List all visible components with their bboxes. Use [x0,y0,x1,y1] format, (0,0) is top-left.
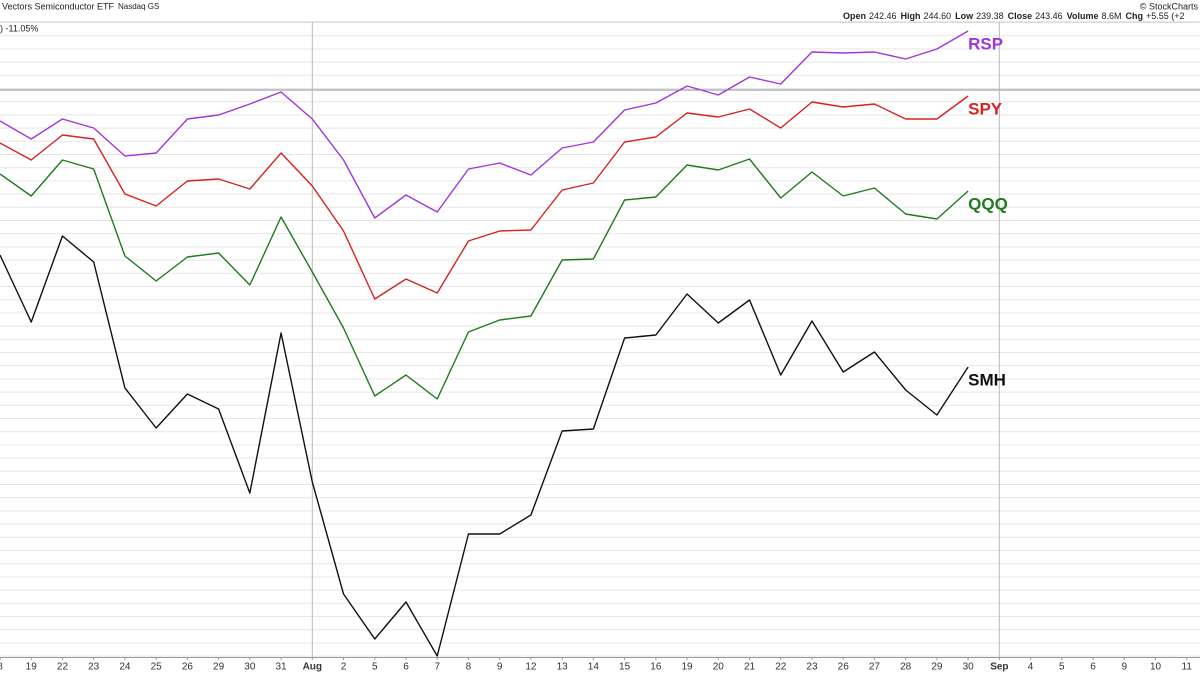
x-tick-label: 7 [434,662,440,673]
x-tick-label: 12 [525,662,537,673]
x-tick-label: 21 [744,662,756,673]
x-tick-label: 10 [1150,662,1162,673]
x-tick-label: 9 [1121,662,1127,673]
source: © StockCharts [1140,1,1199,11]
x-tick-label: 6 [1090,662,1096,673]
x-tick-label: 23 [88,662,100,673]
x-tick-label: 24 [119,662,131,673]
x-tick-label: 30 [244,662,256,673]
x-tick-label: 22 [775,662,787,673]
quote-label: Volume [1067,11,1099,21]
quote-value: 244.60 [924,11,952,21]
x-tick-label: 22 [57,662,69,673]
series-line [0,158,969,400]
quote-label: Low [955,11,974,21]
x-tick-label: 15 [619,662,631,673]
x-tick-label: 26 [182,662,194,673]
series-line [0,30,969,219]
series-label: SMH [968,370,1006,389]
x-tick-label: 4 [1028,662,1034,673]
quote-label: High [901,11,921,21]
x-tick-label: 11 [1182,662,1193,673]
x-tick-label: 9 [497,662,503,673]
x-tick-label: 13 [557,662,569,673]
quote-value: 243.46 [1035,11,1063,21]
x-tick-label: 8 [466,662,472,673]
x-tick-label: 20 [713,662,725,673]
x-tick-label: 31 [276,662,288,673]
x-tick-label: 28 [900,662,912,673]
quote-label: Chg [1126,11,1144,21]
x-tick-label: 30 [963,662,975,673]
quote-label: Close [1008,11,1033,21]
x-tick-label: Sep [990,662,1008,673]
x-tick-label: 6 [403,662,409,673]
x-tick-label: 23 [806,662,818,673]
x-tick-label: 29 [931,662,943,673]
x-tick-label: 25 [151,662,163,673]
x-tick-label: 2 [341,662,347,673]
quote-value: 239.38 [976,11,1004,21]
x-tick-label: 26 [838,662,850,673]
quote-value: 242.46 [869,11,897,21]
series-label: SPY [968,99,1003,118]
x-tick-label: 27 [869,662,881,673]
annotation: ) -11.05% [0,23,38,33]
series-label: RSP [968,34,1003,53]
x-tick-label: 19 [26,662,38,673]
series-label: QQQ [968,194,1008,213]
series-line [0,95,969,300]
grid-pattern [0,22,1200,657]
x-tick-label: 8 [0,662,3,673]
x-tick-label: 14 [588,662,600,673]
quote-value: 8.6M [1102,11,1122,21]
title: Vectors Semiconductor ETF [2,1,115,11]
x-tick-label: Aug [303,662,322,673]
x-tick-label: 29 [213,662,225,673]
quote-value: +5.55 (+2 [1146,11,1185,21]
series-line [0,235,969,657]
quote-label: Open [843,11,866,21]
x-tick-label: 5 [372,662,378,673]
x-tick-label: 19 [681,662,693,673]
exchange: Nasdaq GS [118,2,159,11]
x-tick-label: 5 [1059,662,1065,673]
quote: Open 242.46 High 244.60 Low 239.38 Close 243.46… [843,11,1185,21]
x-tick-label: 16 [650,662,662,673]
